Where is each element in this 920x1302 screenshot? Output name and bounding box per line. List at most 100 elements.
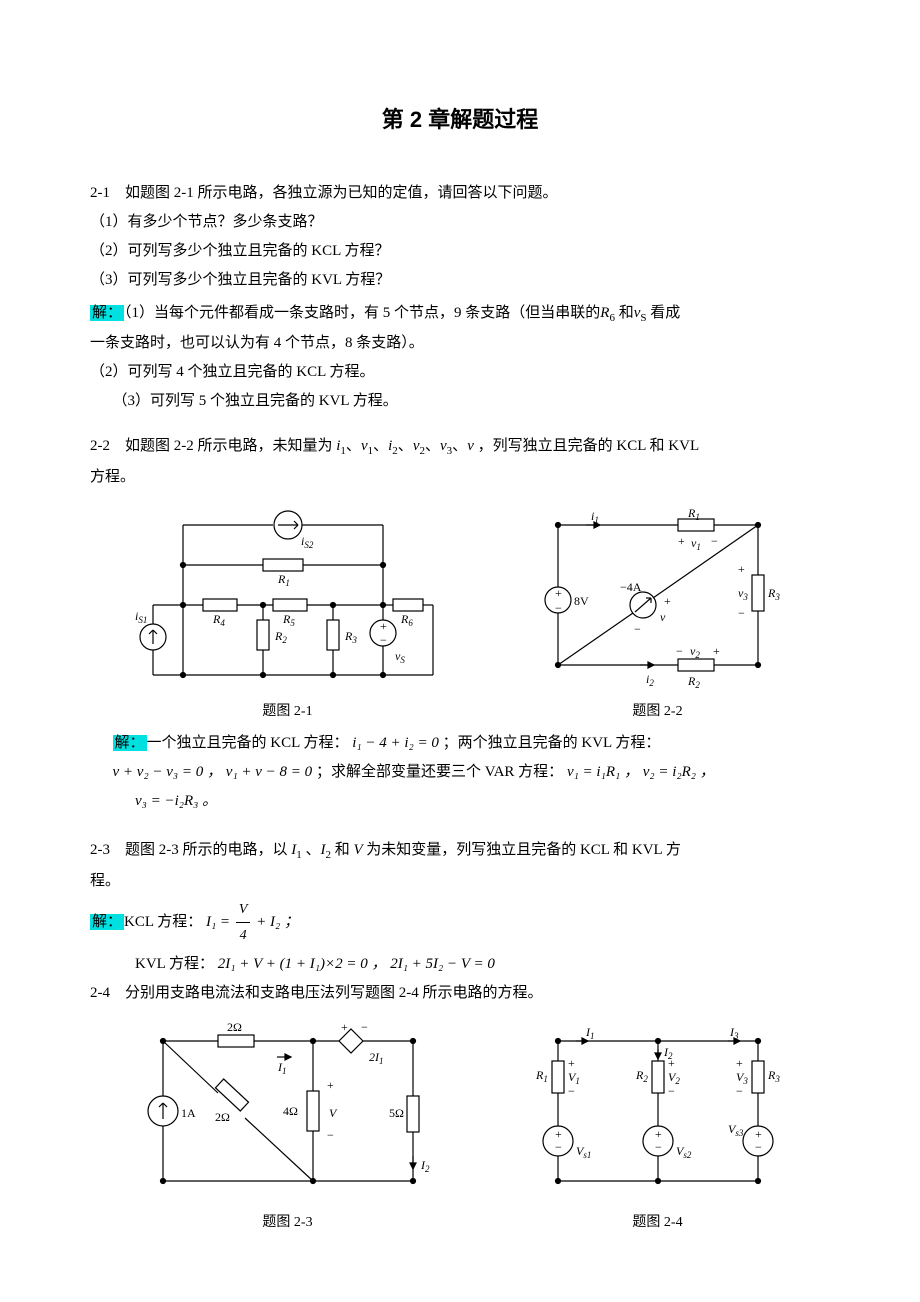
- lbl-R5: R5: [282, 612, 295, 628]
- svg-text:I3: I3: [729, 1025, 739, 1041]
- a22-line2: v + v₂ − v₃ = 0 ， v₁ + v − 8 = 0 ；求解全部变量…: [90, 759, 830, 786]
- svg-text:i1: i1: [591, 509, 599, 525]
- svg-text:4Ω: 4Ω: [283, 1104, 298, 1118]
- svg-text:−: −: [634, 622, 641, 636]
- solve-label: 解：: [90, 305, 124, 321]
- svg-text:+: +: [713, 644, 720, 658]
- a22-varintro: ；求解全部变量还要三个 VAR 方程：: [316, 764, 563, 780]
- svg-text:v: v: [660, 610, 666, 624]
- frac-num: V: [236, 897, 251, 923]
- svg-text:+: +: [555, 1127, 562, 1141]
- svg-text:−: −: [327, 1128, 334, 1142]
- fig23-caption: 题图 2-3: [262, 1210, 312, 1235]
- sym-vS-sub: S: [640, 312, 646, 324]
- fig-row-1: iS2 R1 R4 R5 R6 iS1 R2 R3 vS + − 题图 2-1: [90, 505, 830, 724]
- svg-text:2I1: 2I1: [369, 1050, 384, 1066]
- svg-text:1A: 1A: [181, 1106, 196, 1120]
- a23-kcl: 解：KCL 方程： I₁ = V4 + I₂ ；: [90, 897, 830, 948]
- q23: 2-3 题图 2-3 所示的电路，以 I1 、I2 和 V 为未知变量，列写独立…: [90, 837, 830, 866]
- a21-3: （3）可列写 5 个独立且完备的 KVL 方程。: [90, 388, 830, 415]
- a22-mid: ；两个独立且完备的 KVL 方程：: [443, 735, 661, 751]
- q21-sub2: （2）可列写多少个独立且完备的 KCL 方程？: [90, 238, 830, 265]
- svg-text:+: +: [738, 562, 745, 576]
- a23-kvl2: 2I₁ + 5I₂ − V = 0: [390, 956, 495, 972]
- q23-a: 2-3 题图 2-3 所示的电路，以: [90, 842, 288, 858]
- lbl-R3: R3: [344, 629, 357, 645]
- lbl-R2: R2: [274, 629, 287, 645]
- svg-text:−: −: [738, 606, 745, 620]
- svg-text:R3: R3: [767, 1068, 780, 1084]
- svg-text:−: −: [736, 1084, 743, 1098]
- a22-line3: v₃ = −i₂R₃ 。: [90, 788, 830, 815]
- svg-text:+: +: [668, 1056, 675, 1070]
- a22-line1: 解：一个独立且完备的 KCL 方程： i₁ − 4 + i₂ = 0 ；两个独立…: [90, 730, 830, 757]
- svg-text:−: −: [676, 644, 683, 658]
- a22-var1: v₁ = i₁R₁ ，: [567, 764, 643, 780]
- svg-text:Vs2: Vs2: [676, 1144, 692, 1160]
- a22-intro: 一个独立且完备的 KCL 方程：: [147, 735, 349, 751]
- svg-text:Vs3: Vs3: [728, 1122, 744, 1138]
- q23-b: 和: [335, 842, 350, 858]
- svg-text:−: −: [380, 633, 387, 647]
- svg-text:−: −: [361, 1021, 368, 1034]
- svg-text:+: +: [736, 1056, 743, 1070]
- a23-kcl-rhs: + I₂ ；: [252, 914, 299, 930]
- a23-kvl-label: KVL 方程：: [135, 956, 214, 972]
- q21-sub3: （3）可列写多少个独立且完备的 KVL 方程？: [90, 267, 830, 294]
- fig22-caption: 题图 2-2: [632, 699, 682, 724]
- a22-kcl: i₁ − 4 + i₂ = 0: [348, 735, 442, 751]
- a22-var2: v₂ = i₂R₂ ，: [643, 764, 715, 780]
- lbl-vS: vS: [395, 649, 405, 665]
- svg-text:R1: R1: [535, 1068, 548, 1084]
- svg-text:I2: I2: [420, 1158, 430, 1174]
- a23-kvl1: 2I₁ + V + (1 + I₁)×2 = 0 ，: [218, 956, 387, 972]
- fig24-block: I1 I2 I3 R1 + V1 − R2 + V2 − R3 + V3 − +…: [528, 1021, 788, 1235]
- fig24-caption: 题图 2-4: [632, 1210, 682, 1235]
- q24: 2-4 分别用支路电流法和支路电压法列写题图 2-4 所示电路的方程。: [90, 980, 830, 1007]
- fig-row-2: 2Ω I1 + − 2I1 1A 2Ω 4Ω + − V 5Ω I2 题图 2-…: [90, 1021, 830, 1235]
- svg-text:R3: R3: [767, 586, 780, 602]
- svg-text:R1: R1: [687, 506, 700, 522]
- svg-text:−: −: [668, 1084, 675, 1098]
- svg-text:+: +: [327, 1078, 334, 1092]
- a21-2: （2）可列写 4 个独立且完备的 KCL 方程。: [90, 359, 830, 386]
- a21-1-text-c: 看成: [650, 305, 680, 321]
- lbl-iS1: iS1: [135, 609, 147, 625]
- svg-text:+: +: [380, 619, 387, 633]
- fig21-svg: iS2 R1 R4 R5 R6 iS1 R2 R3 vS + −: [133, 505, 443, 695]
- svg-text:−: −: [568, 1084, 575, 1098]
- svg-text:+: +: [655, 1127, 662, 1141]
- a21-1-text-b: 和: [619, 305, 634, 321]
- q22-b: ，列写独立且完备的 KCL 和 KVL: [478, 438, 700, 454]
- svg-text:v3: v3: [738, 586, 748, 602]
- a21-1-text-a: （1）当每个元件都看成一条支路时，有 5 个节点，9 条支路（但当串联的: [124, 305, 600, 321]
- svg-text:+: +: [341, 1021, 348, 1034]
- fig22-svg: i1 R1 + − v1 + − 8V −4A − + v + − v3 R3 …: [528, 505, 788, 695]
- svg-text:−: −: [555, 601, 562, 615]
- fig23-block: 2Ω I1 + − 2I1 1A 2Ω 4Ω + − V 5Ω I2 题图 2-…: [133, 1021, 443, 1235]
- a21-1d: 一条支路时，也可以认为有 4 个节点，8 条支路）。: [90, 330, 830, 357]
- lbl-R4: R4: [212, 612, 225, 628]
- svg-text:2Ω: 2Ω: [215, 1110, 230, 1124]
- lbl-R6: R6: [400, 612, 413, 628]
- a22-kvl2: v₁ + v − 8 = 0: [226, 764, 316, 780]
- a23-kvl-line: KVL 方程： 2I₁ + V + (1 + I₁)×2 = 0 ， 2I₁ +…: [90, 951, 830, 978]
- solve-label-3: 解：: [90, 914, 124, 930]
- svg-text:I1: I1: [585, 1025, 595, 1041]
- a22-var3: v₃ = −i₂R₃ 。: [135, 793, 217, 809]
- fig21-block: iS2 R1 R4 R5 R6 iS1 R2 R3 vS + − 题图 2-1: [133, 505, 443, 724]
- fig21-caption: 题图 2-1: [262, 699, 312, 724]
- svg-text:R2: R2: [687, 674, 700, 690]
- fig23-svg: 2Ω I1 + − 2I1 1A 2Ω 4Ω + − V 5Ω I2: [133, 1021, 443, 1206]
- page-title: 第 2 章解题过程: [90, 100, 830, 140]
- svg-text:V: V: [329, 1106, 338, 1120]
- lbl-R1: R1: [277, 572, 290, 588]
- q21: 2-1 如题图 2-1 所示电路，各独立源为已知的定值，请回答以下问题。: [90, 180, 830, 207]
- svg-text:8V: 8V: [574, 594, 589, 608]
- svg-text:+: +: [568, 1056, 575, 1070]
- svg-text:Vs1: Vs1: [576, 1144, 591, 1160]
- svg-text:I1: I1: [277, 1060, 287, 1076]
- svg-text:+: +: [678, 534, 685, 548]
- solve-label-2: 解：: [113, 735, 147, 751]
- q22-c: 方程。: [90, 464, 830, 491]
